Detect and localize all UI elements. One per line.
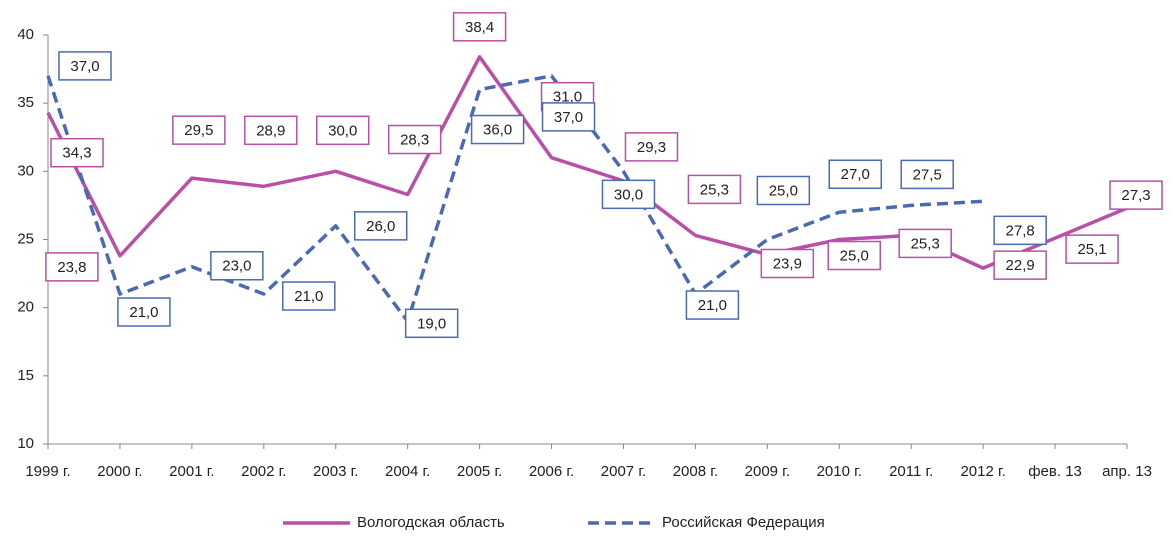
data-label: 27,8 — [1006, 222, 1035, 239]
label-box — [244, 115, 298, 146]
label-box — [210, 251, 264, 281]
data-label: 37,0 — [70, 58, 99, 75]
label-box — [58, 51, 112, 81]
data-label: 28,3 — [400, 131, 429, 148]
data-label: 23,9 — [773, 255, 802, 272]
x-tick-label: фев. 13 — [1028, 463, 1082, 480]
data-label: 19,0 — [417, 315, 446, 332]
label-box — [601, 179, 656, 210]
x-tick-label: 2009 г. — [745, 463, 790, 480]
data-label: 21,0 — [698, 297, 727, 314]
y-tick-label: 15 — [17, 367, 34, 384]
label-box — [45, 252, 99, 282]
data-label: 31,0 — [553, 89, 582, 106]
data-label: 25,0 — [840, 247, 869, 264]
label-box — [898, 228, 952, 259]
data-label: 22,9 — [1006, 257, 1035, 274]
data-label: 28,9 — [256, 122, 285, 139]
label-box — [828, 159, 883, 189]
data-label: 30,0 — [614, 186, 643, 203]
y-tick-label: 35 — [17, 94, 34, 111]
label-box — [1065, 234, 1119, 264]
data-label: 38,4 — [465, 19, 494, 36]
x-tick-label: апр. 13 — [1102, 463, 1152, 480]
data-label: 21,0 — [129, 304, 158, 321]
label-box — [172, 115, 226, 145]
x-tick-label: 2001 г. — [169, 463, 214, 480]
x-tick-label: 2002 г. — [241, 463, 286, 480]
data-label: 23,0 — [222, 258, 251, 275]
label-box — [315, 115, 370, 146]
x-tick-label: 2011 г. — [889, 463, 933, 480]
legend-label: Вологодская область — [357, 514, 505, 531]
data-label: 29,5 — [184, 122, 213, 139]
x-tick-label: 2012 г. — [960, 463, 1005, 480]
y-tick-label: 30 — [17, 162, 34, 179]
label-box — [353, 211, 408, 241]
y-tick-label: 40 — [17, 26, 34, 43]
data-label: 29,3 — [637, 139, 666, 156]
x-tick-label: 2005 г. — [457, 463, 502, 480]
data-label: 36,0 — [483, 122, 512, 139]
x-tick-label: 2008 г. — [673, 463, 718, 480]
label-box — [900, 159, 954, 190]
data-label: 27,5 — [913, 166, 942, 183]
x-tick-label: 1999 г. — [25, 463, 70, 480]
label-box — [993, 250, 1047, 280]
data-label: 27,0 — [841, 166, 870, 183]
label-box — [1109, 180, 1163, 210]
x-tick-label: 2003 г. — [313, 463, 358, 480]
x-tick-label: 2006 г. — [529, 463, 574, 480]
data-label: 21,0 — [294, 288, 323, 305]
label-box — [760, 248, 815, 279]
label-box — [756, 175, 811, 206]
label-box — [452, 12, 507, 42]
data-label: 23,8 — [57, 259, 86, 276]
label-box — [50, 137, 104, 168]
label-box — [685, 290, 740, 320]
x-tick-label: 2007 г. — [601, 463, 646, 480]
y-tick-label: 10 — [17, 435, 34, 452]
label-box — [827, 240, 882, 271]
x-tick-label: 2004 г. — [385, 463, 430, 480]
y-tick-label: 25 — [17, 230, 34, 247]
series-line — [46, 74, 984, 324]
data-label: 25,3 — [911, 235, 940, 252]
data-label: 25,0 — [769, 182, 798, 199]
label-box — [470, 114, 525, 145]
data-label: 30,0 — [328, 122, 357, 139]
label-box — [624, 132, 679, 162]
data-label: 34,3 — [62, 145, 91, 162]
label-box — [404, 308, 459, 339]
x-tick-label: 2000 г. — [97, 463, 142, 480]
x-tick-label: 2010 г. — [817, 463, 862, 480]
legend-label: Российская Федерация — [662, 514, 825, 531]
data-label: 25,3 — [700, 181, 729, 198]
label-box — [541, 102, 596, 132]
data-label: 25,1 — [1077, 241, 1106, 258]
data-label: 37,0 — [554, 109, 583, 126]
data-label: 27,3 — [1121, 187, 1150, 204]
data-label: 26,0 — [366, 218, 395, 235]
y-tick-label: 20 — [17, 299, 34, 316]
label-box — [387, 124, 442, 155]
label-box — [993, 215, 1047, 246]
label-box — [687, 174, 742, 205]
label-box — [282, 281, 336, 311]
label-box — [117, 297, 171, 327]
